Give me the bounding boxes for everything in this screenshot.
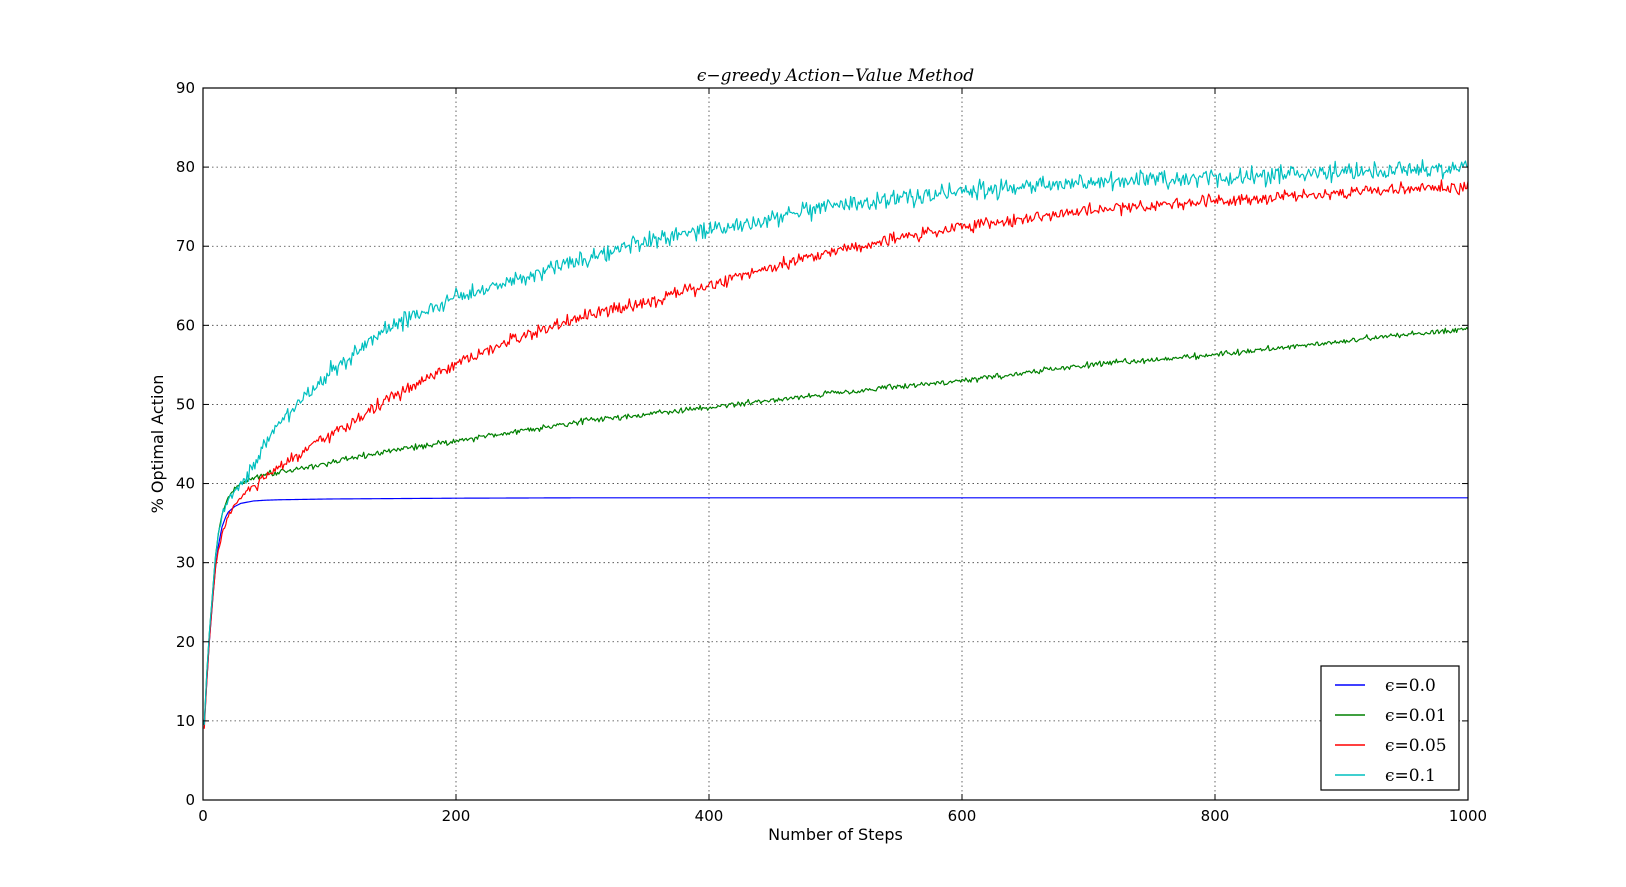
x-tick-label: 1000: [1449, 807, 1487, 825]
axis-ticks: 0 200 400 600 800 1000 0 10 20 30 40 50 60 70 80 90: [176, 79, 1487, 825]
y-tick-label: 30: [176, 554, 195, 572]
y-tick-label: 70: [176, 237, 195, 255]
y-tick-label: 60: [176, 316, 195, 334]
series-line-3: [203, 159, 1469, 725]
chart-title: ϵ−greedy Action−Value Method: [697, 66, 974, 86]
plot-frame: [202, 87, 1469, 801]
series-lines: [203, 159, 1469, 729]
y-tick-label: 40: [176, 475, 195, 493]
series-line-2: [203, 179, 1469, 729]
legend-box: [1320, 665, 1460, 791]
y-tick-label: 50: [176, 395, 195, 413]
x-tick-label: 0: [198, 807, 208, 825]
y-tick-label: 20: [176, 633, 195, 651]
legend-label-3: ϵ=0.1: [1385, 766, 1436, 786]
legend-label-2: ϵ=0.05: [1385, 736, 1447, 756]
x-tick-label: 400: [695, 807, 724, 825]
y-tick-label: 10: [176, 712, 195, 730]
series-line-0: [203, 497, 1468, 725]
legend: ϵ=0.0 ϵ=0.01 ϵ=0.05 ϵ=0.1: [1320, 665, 1460, 791]
y-axis-label: % Optimal Action: [148, 375, 167, 514]
y-tick-label: 80: [176, 158, 195, 176]
x-axis-label: Number of Steps: [768, 825, 903, 844]
series-line-1: [203, 326, 1469, 725]
x-tick-label: 200: [442, 807, 471, 825]
legend-label-1: ϵ=0.01: [1385, 706, 1447, 726]
x-tick-label: 600: [948, 807, 977, 825]
grid: [203, 88, 1468, 800]
y-tick-label: 0: [185, 791, 195, 809]
y-tick-label: 90: [176, 79, 195, 97]
legend-label-0: ϵ=0.0: [1385, 676, 1436, 696]
x-tick-label: 800: [1201, 807, 1230, 825]
